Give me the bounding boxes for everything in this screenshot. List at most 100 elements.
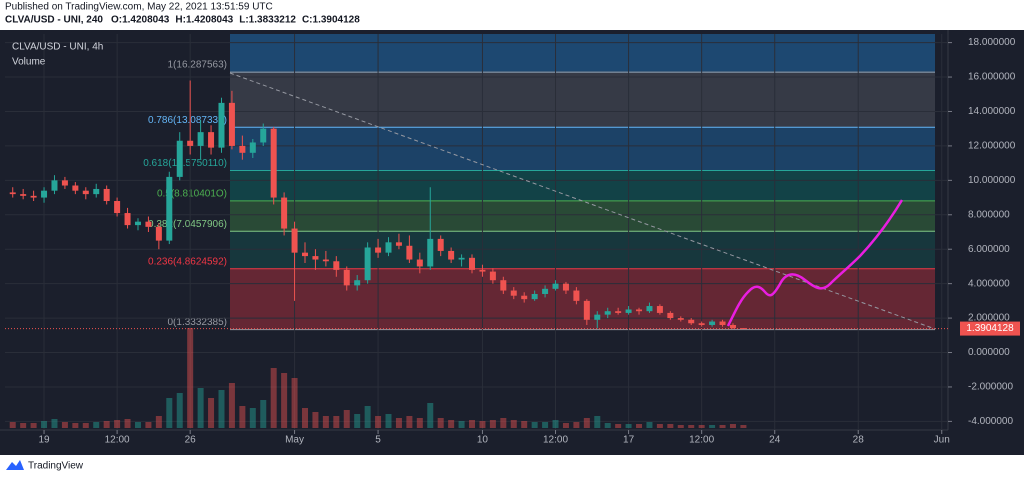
volume-bar [552, 420, 559, 428]
x-tick-label: 19 [38, 435, 50, 446]
volume-bar [270, 368, 277, 428]
candle-body [20, 194, 27, 196]
candle-body [562, 283, 569, 291]
candle-body [510, 290, 517, 296]
ohlc-key: C: [302, 15, 313, 26]
volume-bar [343, 410, 350, 428]
volume-bar [636, 424, 643, 428]
candle-body [176, 140, 183, 177]
candle-body [615, 311, 622, 313]
candle-body [30, 195, 37, 198]
candle-body [281, 197, 288, 229]
volume-group [9, 328, 747, 428]
volume-bar [698, 425, 705, 428]
candle-body [312, 256, 319, 260]
x-tick-label: May [285, 435, 304, 446]
volume-bar [93, 422, 100, 428]
volume-bar [469, 420, 476, 428]
ohlc-value: 1.4208043 [186, 15, 234, 26]
volume-bar [41, 421, 48, 428]
y-tick-label: 18.000000 [968, 37, 1016, 48]
volume-bar [155, 416, 162, 428]
last-price-label: 1.3904128 [966, 323, 1014, 334]
volume-bar [228, 383, 235, 428]
candle-body [604, 311, 611, 315]
x-tick-label: 28 [853, 435, 865, 446]
fib-zone [230, 268, 935, 330]
candle-body [82, 190, 89, 195]
volume-bar [291, 378, 298, 428]
candle-body [134, 221, 141, 226]
volume-bar [239, 406, 246, 428]
ohlc-key: L: [239, 15, 248, 26]
ohlc-value: 1.3833212 [249, 15, 297, 26]
fib-zone [230, 170, 935, 201]
y-tick-label: -4.000000 [968, 416, 1013, 427]
candle-body [322, 259, 329, 262]
candle-body [437, 238, 444, 251]
candle-body [594, 314, 601, 320]
candle-body [625, 309, 632, 313]
symbol: CLVA/USD - UNI, 240 [5, 15, 103, 26]
candle-body [291, 228, 298, 253]
volume-bar [688, 425, 695, 428]
candle-body [364, 247, 371, 281]
fib-label: 0.236(4.8624592) [148, 256, 227, 267]
volume-bar [301, 408, 308, 428]
candle-body [72, 185, 79, 191]
candle-body [416, 259, 423, 267]
projection-curve [726, 199, 904, 327]
legend-volume: Volume [12, 57, 46, 68]
candle-body [41, 190, 48, 198]
volume-bar [9, 422, 16, 428]
x-tick-label: 12:00 [689, 435, 714, 446]
fib-label: 0.786(13.087338) [148, 115, 227, 126]
candle-body [500, 280, 507, 291]
volume-bar [427, 403, 434, 428]
volume-bar [124, 419, 131, 428]
volume-bar [166, 398, 173, 428]
fib-zone [230, 72, 935, 128]
candle-body [573, 290, 580, 301]
candle-body [479, 269, 486, 272]
volume-bar [656, 424, 663, 428]
axes-group: 18.000000 16.000000 14.000000 12.000000 10.0… [5, 37, 1020, 446]
volume-bar [510, 420, 517, 428]
candle-body [155, 226, 162, 241]
volume-bar [583, 418, 590, 428]
volume-bar [562, 423, 569, 428]
candle-body [208, 132, 215, 148]
volume-bar [395, 418, 402, 428]
fib-group: 1(16.287563) 0.786(13.087338) 0.618(10.575… [143, 60, 935, 331]
candle-body [187, 140, 194, 146]
volume-bar [114, 420, 121, 428]
volume-bar [364, 406, 371, 428]
volume-bar [729, 424, 736, 428]
y-tick-label: 2.000000 [968, 313, 1010, 324]
candle-body [427, 238, 434, 267]
candle-body [489, 271, 496, 281]
y-tick-label: 8.000000 [968, 209, 1010, 220]
volume-bar [260, 400, 267, 428]
candle-body [375, 247, 382, 253]
candle-body [469, 257, 476, 270]
ohlc-value: 1.4208043 [122, 15, 170, 26]
candle-body [656, 306, 663, 313]
ohlc-key: H: [175, 15, 186, 26]
volume-bar [615, 424, 622, 428]
fib-label: 0.382(7.0457906) [148, 219, 227, 230]
volume-bar [20, 423, 27, 428]
volume-bar [145, 422, 152, 428]
fib-label: 0.618(10.5750110) [143, 158, 227, 169]
volume-bar [322, 416, 329, 428]
candle-body [552, 283, 559, 289]
volume-bar [667, 424, 674, 428]
volume-bar [197, 388, 204, 428]
candle-body [114, 201, 121, 214]
candle-body [667, 312, 674, 319]
volume-bar [531, 422, 538, 428]
volume-bar [740, 425, 747, 428]
candles-group [9, 80, 747, 330]
volume-bar [208, 398, 215, 428]
